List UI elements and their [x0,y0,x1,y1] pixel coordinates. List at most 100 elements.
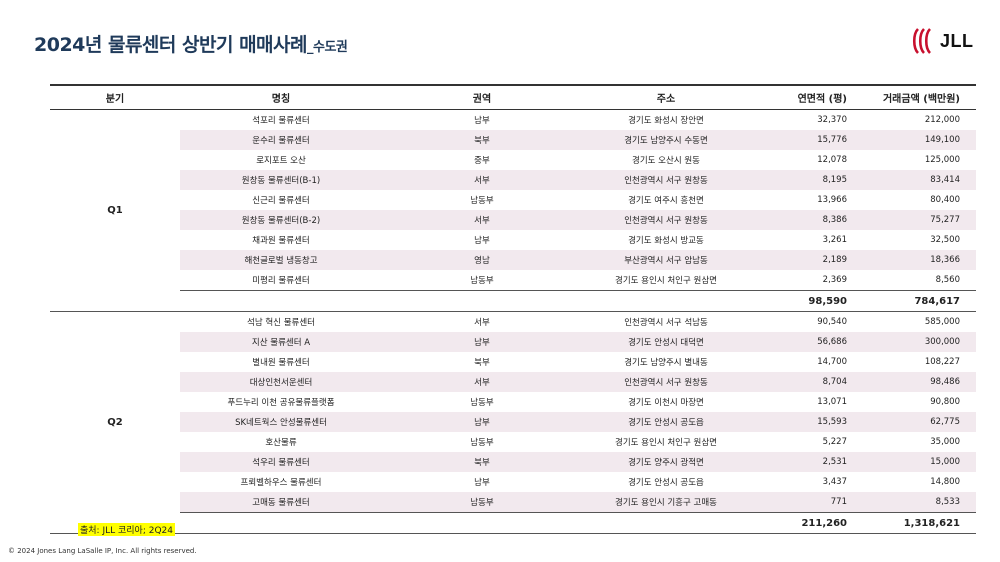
table-row: 지산 물류센터 A 남부 경기도 안성시 대덕면 56,686 300,000 [50,332,976,352]
row-name: 원창동 물류센터(B-1) [180,170,382,190]
table-row: 대상인천서운센터 서부 인천광역시 서구 원창동 8,704 98,486 [50,372,976,392]
col-header-address: 주소 [582,86,750,110]
row-region: 서부 [382,170,582,190]
row-amount: 98,486 [863,372,976,392]
row-name: 고매동 물류센터 [180,492,382,513]
row-area: 14,700 [817,357,847,367]
total-area: 211,260 [750,512,863,534]
row-address: 경기도 용인시 처인구 원삼면 [615,438,717,448]
row-area: 15,593 [750,412,863,432]
row-name: 호산물류 [265,438,297,448]
row-address: 경기도 화성시 방교동 [628,236,704,246]
table-top-rule [50,84,976,86]
table-row: Q1 석포리 물류센터 남부 경기도 화성시 장안면 32,370 212,000 [50,109,976,312]
row-area: 5,227 [822,437,847,447]
row-region: 중부 [474,156,490,166]
table-body: Q1 석포리 물류센터 남부 경기도 화성시 장안면 32,370 212,000 운수리 … [50,109,976,534]
row-name: 미평리 물류센터 [252,276,310,286]
row-area: 12,078 [817,155,847,165]
row-region: 서부 [382,372,582,392]
row-address: 인천광역시 서구 원창동 [582,210,750,230]
row-area: 56,686 [750,332,863,352]
row-name: 운수리 물류센터 [180,130,382,150]
row-amount: 108,227 [924,357,960,367]
table-row: 로지포트 오산 중부 경기도 오산시 원동 12,078 125,000 [50,150,976,170]
row-region: 북부 [382,452,582,472]
row-amount: 90,800 [930,397,960,407]
row-region: 북부 [474,358,490,368]
row-address: 경기도 오산시 원동 [632,156,700,166]
quarter-cell: Q2 [50,311,180,534]
quarter-cell: Q1 [50,109,180,312]
row-amount: 32,500 [930,235,960,245]
row-region: 남동부 [382,492,582,513]
table-row: SK네트웍스 안성물류센터 남부 경기도 안성시 공도읍 15,593 62,775 [50,412,976,432]
row-amount: 14,800 [930,477,960,487]
table-row: 석우리 물류센터 북부 경기도 양주시 광적면 2,531 15,000 [50,452,976,472]
row-amount: 15,000 [863,452,976,472]
col-header-name: 명칭 [180,86,382,110]
table-row: Q2 석남 혁신 물류센터 서부 인천광역시 서구 석남동 90,540 585,000 [50,311,976,534]
row-amount: 80,400 [930,195,960,205]
jll-logo-text: JLL [940,30,974,51]
row-region: 남동부 [470,276,494,286]
row-region: 남부 [474,236,490,246]
row-name: 석남 혁신 물류센터 [247,318,315,328]
col-header-quarter: 분기 [50,86,180,110]
row-name: 원창동 물류센터(B-2) [180,210,382,230]
row-address: 인천광역시 서구 원창동 [582,372,750,392]
row-address: 경기도 안성시 대덕면 [582,332,750,352]
row-address: 인천광역시 서구 원창동 [582,170,750,190]
row-region: 남부 [474,478,490,488]
row-name: 석우리 물류센터 [180,452,382,472]
row-area: 13,071 [817,397,847,407]
table-row: 운수리 물류센터 북부 경기도 남양주시 수동면 15,776 149,100 [50,130,976,150]
row-area: 2,189 [750,250,863,270]
table-row: 해천글로벌 냉동창고 영남 부산광역시 서구 암남동 2,189 18,366 [50,250,976,270]
row-name: 신근리 물류센터 [252,196,310,206]
total-amount: 784,617 [863,290,976,312]
page-title-subtitle: _수도권 [307,40,348,55]
row-name: 석포리 물류센터 [252,116,310,126]
row-region: 영남 [382,250,582,270]
row-area: 2,531 [750,452,863,472]
row-name: SK네트웍스 안성물류센터 [180,412,382,432]
row-amount: 18,366 [863,250,976,270]
row-amount: 212,000 [924,115,960,125]
row-name: 프뢰벨하우스 물류센터 [240,478,322,488]
row-amount: 585,000 [924,317,960,327]
row-name: 채과원 물류센터 [252,236,310,246]
row-region: 남부 [474,116,490,126]
row-address: 경기도 양주시 광적면 [582,452,750,472]
row-area: 3,261 [822,235,847,245]
col-header-region: 권역 [382,86,582,110]
total-row: 98,590 784,617 [50,290,976,312]
total-row: 211,260 1,318,621 [50,512,976,534]
row-address: 경기도 남양주시 수동면 [582,130,750,150]
row-address: 부산광역시 서구 암남동 [582,250,750,270]
table-row: 호산물류 남동부 경기도 용인시 처인구 원삼면 5,227 35,000 [50,432,976,452]
total-spacer [180,512,750,534]
total-amount: 1,318,621 [863,512,976,534]
row-address: 인천광역시 서구 석남동 [624,318,708,328]
table-row: 푸드누리 이천 공유물류플랫폼 남동부 경기도 이천시 마장면 13,071 90,80… [50,392,976,412]
row-area: 15,776 [750,130,863,150]
row-address: 경기도 화성시 장안면 [628,116,704,126]
row-area: 13,966 [817,195,847,205]
row-amount: 8,560 [935,275,960,285]
table-row: 고매동 물류센터 남동부 경기도 용인시 기흥구 고매동 771 8,533 [50,492,976,513]
row-amount: 75,277 [863,210,976,230]
total-area: 98,590 [750,290,863,312]
row-area: 8,195 [750,170,863,190]
row-address: 경기도 안성시 공도읍 [582,412,750,432]
row-amount: 8,533 [863,492,976,513]
row-name: 푸드누리 이천 공유물류플랫폼 [227,398,335,408]
row-area: 771 [750,492,863,513]
transactions-table: 분기 명칭 권역 주소 연면적 (평) 거래금액 (백만원) Q1 석포리 물류센… [50,86,976,534]
row-region: 북부 [382,130,582,150]
row-area: 3,437 [822,477,847,487]
table-row: 원창동 물류센터(B-2) 서부 인천광역시 서구 원창동 8,386 75,277 [50,210,976,230]
row-address: 경기도 용인시 기흥구 고매동 [582,492,750,513]
table-row: 프뢰벨하우스 물류센터 남부 경기도 안성시 공도읍 3,437 14,800 [50,472,976,492]
table-header-row: 분기 명칭 권역 주소 연면적 (평) 거래금액 (백만원) [50,86,976,110]
